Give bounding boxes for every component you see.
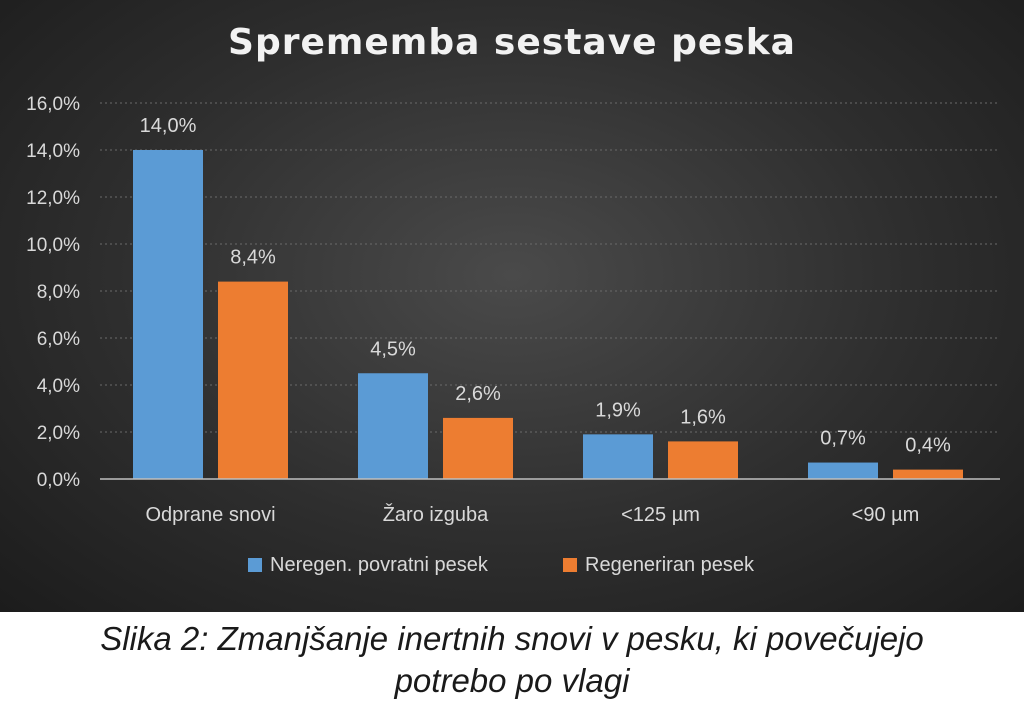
chart-panel: Sprememba sestave peska 0,0% 2,0% 4,0% 6,0% 8… (0, 0, 1024, 612)
data-label: 14,0% (140, 115, 197, 137)
category-label: Odprane snovi (145, 504, 275, 526)
data-label: 8,4% (230, 247, 276, 269)
bar (808, 462, 878, 479)
y-tick-label: 10,0% (26, 235, 80, 256)
data-label: 0,4% (905, 435, 951, 457)
y-tick-label: 6,0% (37, 329, 80, 350)
category-label: <125 µm (621, 504, 700, 526)
bar (893, 469, 963, 479)
y-tick-label: 8,0% (37, 282, 80, 303)
y-tick-label: 14,0% (26, 141, 80, 162)
legend-swatch (563, 558, 577, 572)
data-label: 0,7% (820, 428, 866, 450)
chart-title: Sprememba sestave peska (228, 22, 796, 63)
bar (668, 441, 738, 479)
bar (133, 150, 203, 479)
bar-chart: Sprememba sestave peska 0,0% 2,0% 4,0% 6,0% 8… (26, 22, 1000, 576)
bar (358, 373, 428, 479)
bar (583, 434, 653, 479)
legend-swatch (248, 558, 262, 572)
caption-line-2: potrebo po vlagi (394, 662, 630, 699)
legend-label: Regeneriran pesek (585, 554, 755, 576)
y-tick-label: 4,0% (37, 376, 80, 397)
y-tick-label: 12,0% (26, 188, 80, 209)
data-label: 1,9% (595, 399, 641, 421)
bar (443, 417, 513, 479)
caption-line-1: Slika 2: Zmanjšanje inertnih snovi v pes… (100, 620, 924, 657)
legend-label: Neregen. povratni pesek (270, 554, 489, 576)
y-tick-label: 0,0% (37, 470, 80, 491)
data-label: 4,5% (370, 338, 416, 360)
category-label: <90 µm (852, 504, 920, 526)
data-label: 2,6% (455, 383, 501, 405)
category-label: Žaro izguba (383, 503, 489, 526)
y-tick-label: 16,0% (26, 94, 80, 115)
figure-caption: Slika 2: Zmanjšanje inertnih snovi v pes… (0, 618, 1024, 702)
y-tick-label: 2,0% (37, 423, 80, 444)
data-label: 1,6% (680, 406, 726, 428)
bar (218, 281, 288, 479)
